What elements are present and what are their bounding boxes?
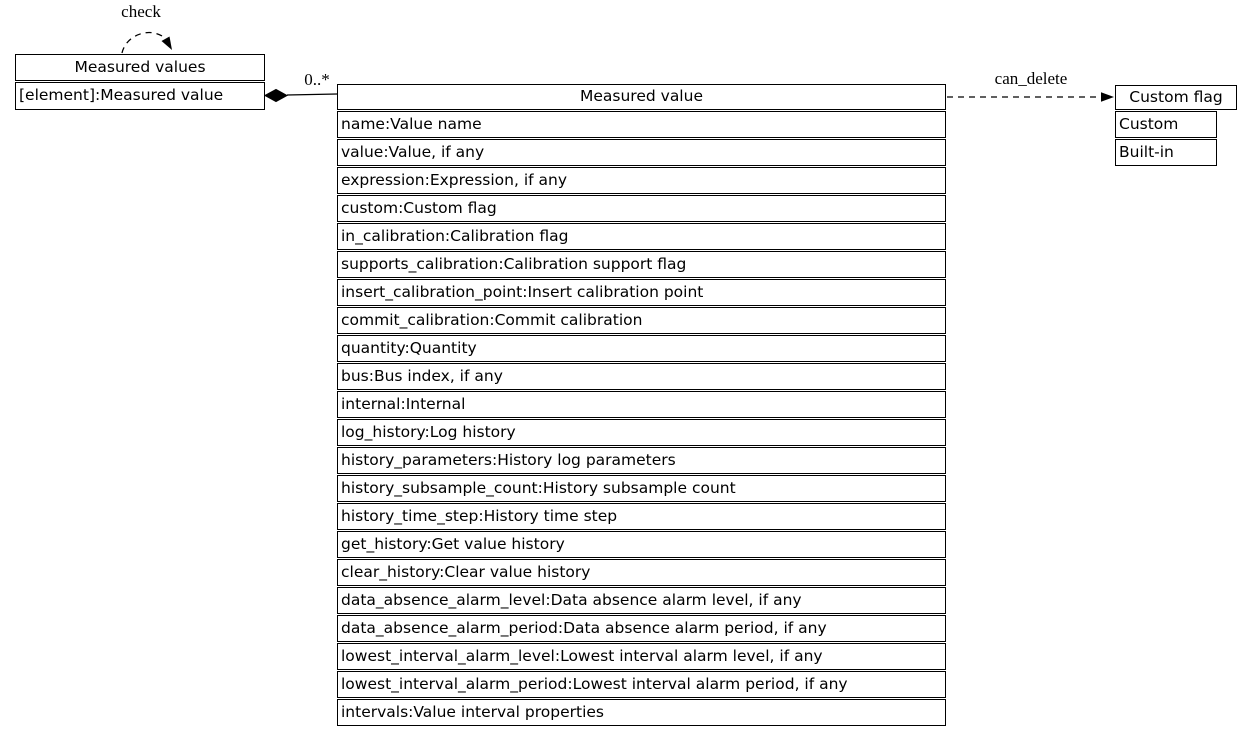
multiplicity-label: 0..*: [304, 70, 330, 89]
measured-values-attribute-list: [element]:Measured value: [15, 82, 265, 110]
measured-value-class-title: Measured value: [337, 84, 946, 110]
custom-flag-enum-title: Custom flag: [1115, 85, 1237, 110]
attribute-row: expression:Expression, if any: [337, 167, 946, 194]
attribute-row: get_history:Get value history: [337, 531, 946, 558]
check-self-edge: [121, 32, 166, 54]
attribute-row: lowest_interval_alarm_period:Lowest inte…: [337, 671, 946, 698]
attribute-row: clear_history:Clear value history: [337, 559, 946, 586]
attribute-row: custom:Custom flag: [337, 195, 946, 222]
attribute-row: internal:Internal: [337, 391, 946, 418]
check-edge-label: check: [121, 2, 161, 21]
attribute-row: [element]:Measured value: [15, 82, 265, 110]
attribute-row: name:Value name: [337, 111, 946, 138]
attribute-row: lowest_interval_alarm_level:Lowest inter…: [337, 643, 946, 670]
composition-diamond-icon: [263, 88, 289, 103]
can-delete-edge-label: can_delete: [994, 69, 1068, 88]
attribute-row: bus:Bus index, if any: [337, 363, 946, 390]
custom-flag-enum: Custom flag Custom Built-in: [1115, 85, 1237, 166]
check-arrowhead-icon: [161, 36, 172, 50]
enum-value-row: Built-in: [1115, 139, 1217, 166]
attribute-row: in_calibration:Calibration flag: [337, 223, 946, 250]
measured-value-attribute-list: name:Value name value:Value, if any expres…: [337, 111, 946, 726]
measured-value-class: Measured value name:Value name value:Valu…: [337, 84, 946, 726]
attribute-row: value:Value, if any: [337, 139, 946, 166]
attribute-row: history_time_step:History time step: [337, 503, 946, 530]
attribute-row: data_absence_alarm_period:Data absence a…: [337, 615, 946, 642]
measured-values-class-title: Measured values: [15, 54, 265, 81]
enum-value-row: Custom: [1115, 111, 1217, 138]
attribute-row: data_absence_alarm_level:Data absence al…: [337, 587, 946, 614]
attribute-row: commit_calibration:Commit calibration: [337, 307, 946, 334]
attribute-row: supports_calibration:Calibration support…: [337, 251, 946, 278]
can-delete-arrowhead-icon: [1101, 92, 1114, 102]
attribute-row: history_subsample_count:History subsampl…: [337, 475, 946, 502]
custom-flag-value-list: Custom Built-in: [1115, 111, 1237, 166]
attribute-row: intervals:Value interval properties: [337, 699, 946, 726]
measured-values-class: Measured values [element]:Measured value: [15, 54, 265, 110]
attribute-row: insert_calibration_point:Insert calibrat…: [337, 279, 946, 306]
attribute-row: log_history:Log history: [337, 419, 946, 446]
composition-edge: [286, 93, 338, 96]
attribute-row: quantity:Quantity: [337, 335, 946, 362]
attribute-row: history_parameters:History log parameter…: [337, 447, 946, 474]
